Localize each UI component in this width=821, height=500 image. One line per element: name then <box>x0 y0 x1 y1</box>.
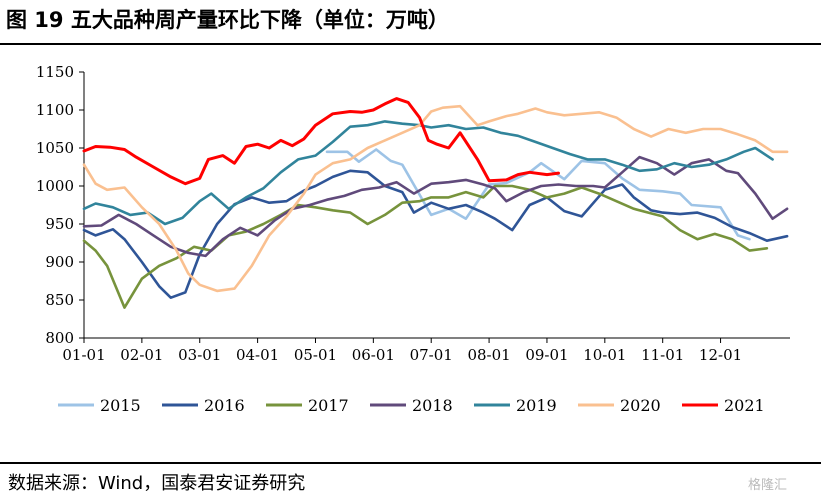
legend-label-2019: 2019 <box>516 396 557 415</box>
title-divider <box>0 43 821 45</box>
series-line-2020 <box>82 104 789 293</box>
source-divider <box>0 462 821 464</box>
series-line-2016 <box>82 169 789 300</box>
x-tick-label: 12-01 <box>699 346 742 364</box>
x-tick-label: 04-01 <box>236 346 279 364</box>
x-tick-label: 05-01 <box>294 346 337 364</box>
x-tick-label: 03-01 <box>178 346 221 364</box>
x-tick-label: 10-01 <box>583 346 626 364</box>
y-tick-label: 900 <box>45 253 74 271</box>
axes: 800 850 900 950 1000 1050 1100 1150 01-01 02-01 03… <box>36 63 790 364</box>
legend: 2015 2016 2017 2018 2019 2020 2021 <box>58 396 765 415</box>
x-tick-label: 11-01 <box>641 346 684 364</box>
legend-label-2021: 2021 <box>724 396 765 415</box>
series-line-2021 <box>82 97 560 186</box>
y-tick-label: 850 <box>45 291 74 309</box>
series-line-2018 <box>82 155 789 258</box>
legend-label-2015: 2015 <box>100 396 141 415</box>
y-tick-label: 800 <box>45 329 74 347</box>
series-layer <box>82 97 789 309</box>
y-tick-label: 1050 <box>36 139 74 157</box>
legend-label-2017: 2017 <box>308 396 349 415</box>
source-note: 数据来源：Wind，国泰君安证券研究 <box>8 473 306 494</box>
legend-label-2020: 2020 <box>620 396 661 415</box>
x-tick-label: 02-01 <box>120 346 163 364</box>
x-tick-label: 01-01 <box>62 346 105 364</box>
series-line-2017 <box>82 184 769 309</box>
y-tick-label: 1000 <box>36 177 74 195</box>
series-line-2019 <box>82 120 774 226</box>
chart-title: 图 19 五大品种周产量环比下降（单位：万吨） <box>6 8 449 32</box>
legend-label-2018: 2018 <box>412 396 453 415</box>
legend-label-2016: 2016 <box>204 396 245 415</box>
x-tick-label: 08-01 <box>467 346 510 364</box>
y-tick-label: 950 <box>45 215 74 233</box>
x-tick-label: 07-01 <box>410 346 453 364</box>
watermark-logo: 格隆汇 <box>748 478 788 493</box>
x-tick-label: 09-01 <box>525 346 568 364</box>
series-line-2015 <box>325 148 751 241</box>
y-tick-label: 1100 <box>36 101 74 119</box>
y-tick-label: 1150 <box>36 63 74 81</box>
x-tick-label: 06-01 <box>352 346 395 364</box>
